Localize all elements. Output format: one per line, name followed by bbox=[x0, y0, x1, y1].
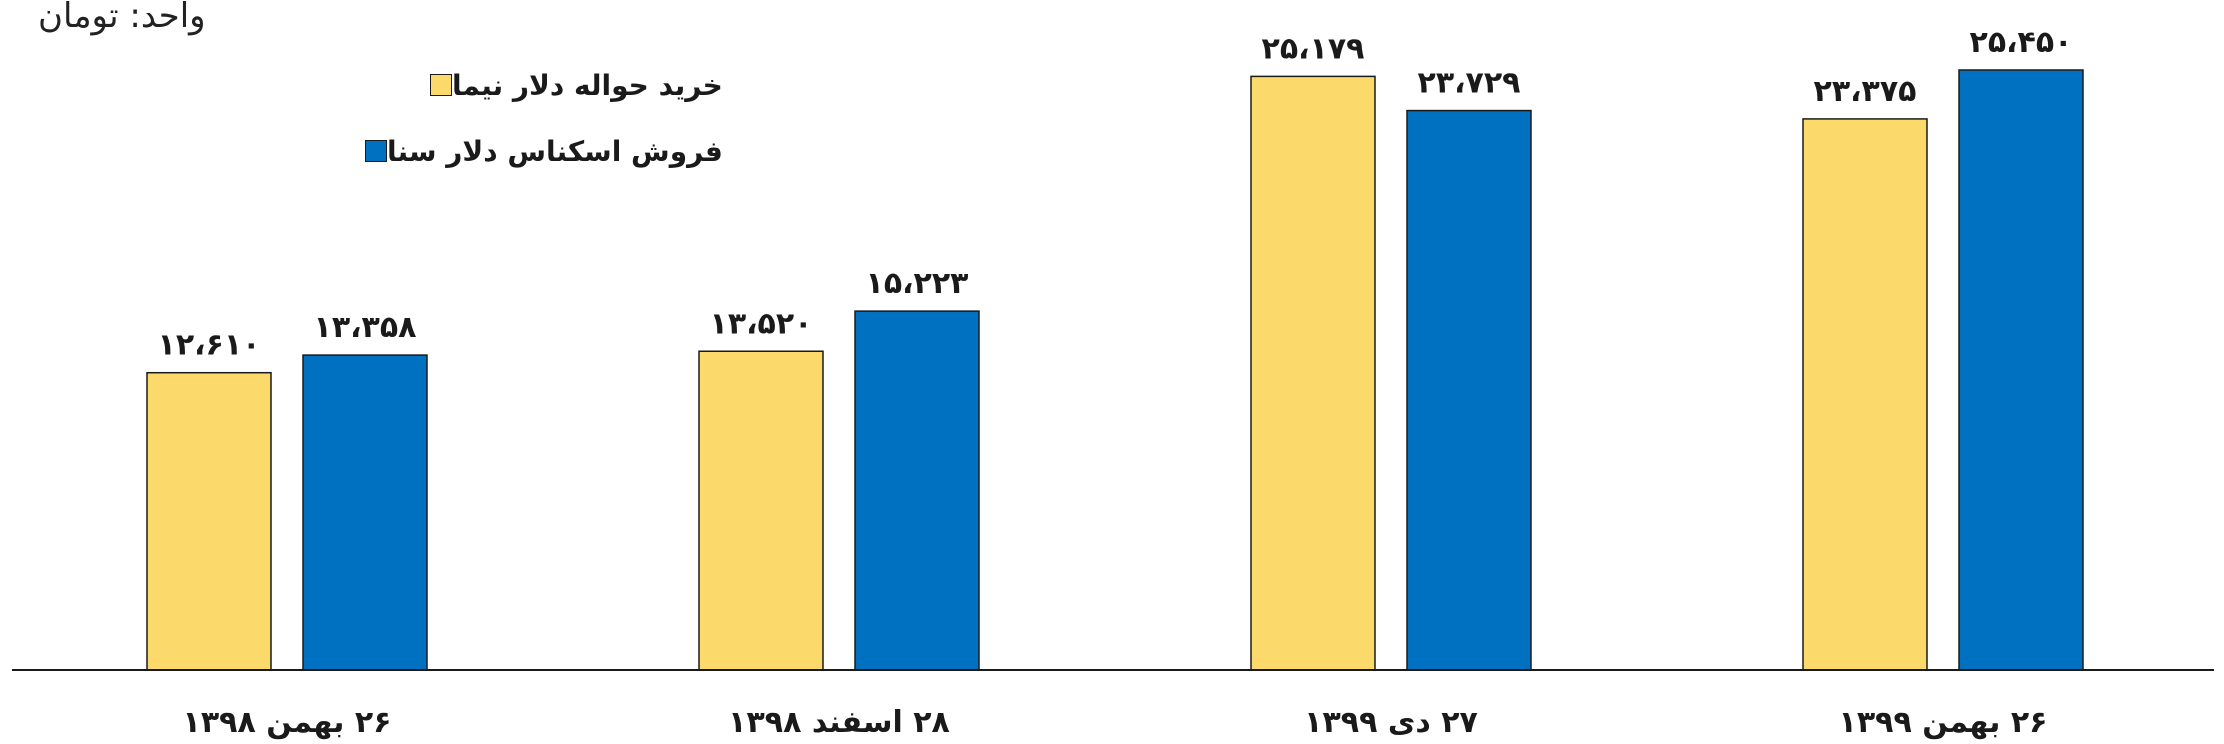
legend-label-nima: خرید حواله دلار نیما bbox=[451, 68, 723, 102]
x-tick-label-3: ۲۶ بهمن ۱۳۹۹ bbox=[1839, 705, 2048, 740]
legend-item-nima: خرید حواله دلار نیما bbox=[355, 52, 723, 118]
bar-nima-0 bbox=[146, 371, 272, 671]
x-tick-label-2: ۲۷ دی ۱۳۹۹ bbox=[1304, 705, 1478, 740]
legend-item-sana: فروش اسکناس دلار سنا bbox=[355, 118, 723, 184]
bar-sana-3 bbox=[1958, 69, 2084, 671]
data-label-nima-0: ۱۲،۶۱۰ bbox=[158, 328, 261, 363]
legend-label-sana: فروش اسکناس دلار سنا bbox=[387, 134, 723, 168]
chart-legend: خرید حواله دلار نیما فروش اسکناس دلار سن… bbox=[355, 52, 723, 184]
bar-nima-1 bbox=[698, 350, 824, 671]
data-label-sana-0: ۱۳،۳۵۸ bbox=[314, 310, 417, 345]
x-tick-label-0: ۲۶ بهمن ۱۳۹۸ bbox=[183, 705, 392, 740]
bar-nima-2 bbox=[1250, 75, 1376, 671]
data-label-nima-1: ۱۳،۵۲۰ bbox=[710, 306, 813, 341]
data-label-nima-2: ۲۵،۱۷۹ bbox=[1262, 31, 1365, 66]
unit-label: واحد: تومان bbox=[38, 0, 206, 36]
data-label-sana-2: ۲۳،۷۲۹ bbox=[1418, 66, 1521, 101]
data-label-sana-3: ۲۵،۴۵۰ bbox=[1970, 25, 2073, 60]
bar-sana-1 bbox=[854, 310, 980, 671]
bar-sana-0 bbox=[302, 354, 428, 671]
x-tick-label-1: ۲۸ اسفند ۱۳۹۸ bbox=[728, 705, 950, 740]
bar-nima-3 bbox=[1802, 118, 1928, 671]
legend-swatch-nima bbox=[429, 74, 452, 96]
data-label-nima-3: ۲۳،۳۷۵ bbox=[1814, 74, 1917, 109]
data-label-sana-1: ۱۵،۲۲۳ bbox=[866, 266, 969, 301]
bar-sana-2 bbox=[1406, 109, 1532, 671]
legend-swatch-sana bbox=[365, 140, 387, 162]
